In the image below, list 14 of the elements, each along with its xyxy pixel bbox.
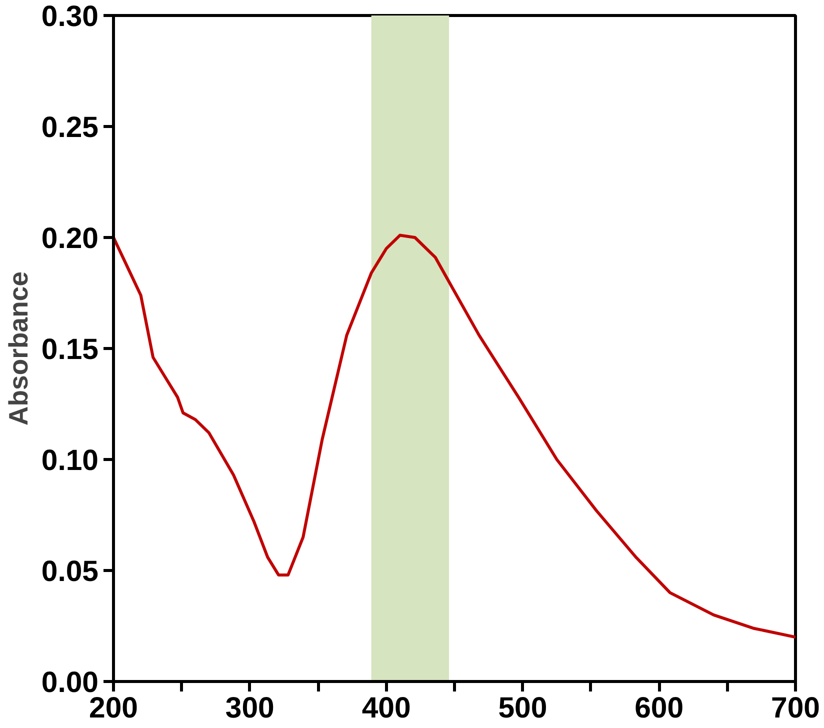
y-axis-title: Absorbance [3,271,34,426]
x-tick-label: 200 [89,692,138,724]
y-tick-label: 0.25 [41,111,99,144]
y-tick-label: 0.30 [41,0,99,33]
line-series [114,234,796,639]
x-tick-label: 500 [498,692,548,724]
y-tick-label: 0.20 [41,222,99,255]
x-tick-label: 400 [362,692,411,724]
y-tick-label: 0.05 [41,555,99,588]
x-tick-label: 600 [634,692,684,724]
y-tick-label: 0.10 [41,444,99,477]
x-tick-label: 700 [771,692,820,724]
x-tick-label: 300 [225,692,274,724]
y-tick-label: 0.15 [41,333,99,366]
